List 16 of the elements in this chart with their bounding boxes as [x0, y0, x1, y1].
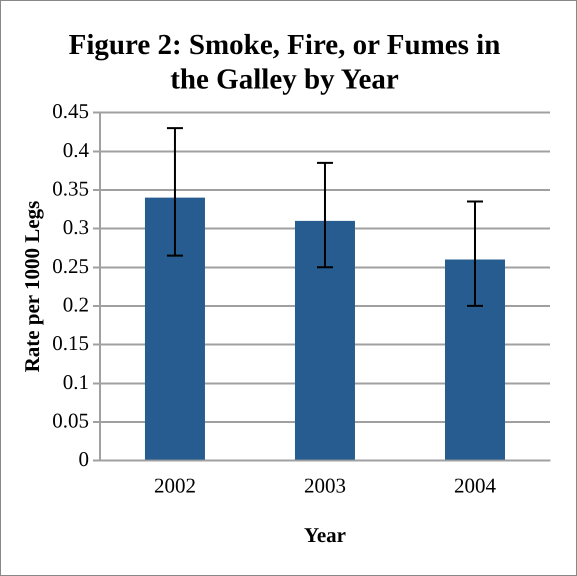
y-tick-label: 0.25	[52, 254, 89, 278]
x-tick-label: 2004	[454, 474, 496, 498]
y-tick-label: 0.15	[52, 331, 89, 356]
y-tick-label: 0.1	[62, 370, 89, 394]
y-tick-label: 0.35	[52, 176, 89, 200]
y-tick-label: 0.05	[52, 408, 89, 432]
y-tick-label: 0	[78, 447, 89, 472]
x-tick-label: 2002	[154, 474, 196, 498]
y-tick-label: 0.2	[62, 292, 89, 316]
y-axis-title: Rate per 1000 Legs	[20, 200, 44, 372]
y-tick-label: 0.4	[62, 138, 90, 162]
x-tick-label: 2003	[304, 474, 346, 498]
chart-title: Figure 2: Smoke, Fire, or Fumes in the Galley by Year	[68, 28, 500, 96]
y-tick-label: 0.3	[62, 215, 89, 240]
y-tick-label: 0.45	[52, 99, 89, 124]
x-axis-title: Year	[304, 522, 346, 547]
